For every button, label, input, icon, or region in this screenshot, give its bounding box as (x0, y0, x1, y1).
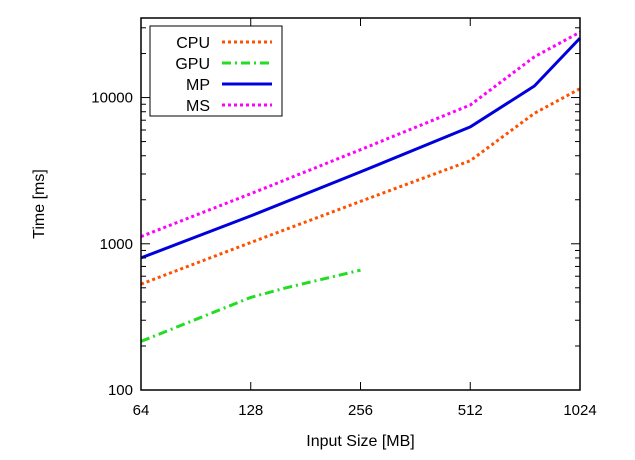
series-layer (140, 30, 582, 343)
legend-label-mp: MP (186, 77, 210, 94)
y-axis-label: Time [ms] (31, 169, 48, 239)
y-tick-label-100: 100 (108, 382, 133, 399)
legend-label-ms: MS (186, 98, 210, 115)
series-line-cpu (140, 87, 581, 286)
series-line-ms (140, 30, 581, 238)
series-line-mp (140, 37, 582, 260)
x-tick-label-1024: 1024 (563, 402, 596, 419)
series-line-gpu (140, 268, 361, 343)
y-tick-label-10000: 10000 (91, 90, 133, 107)
legend-label-gpu: GPU (175, 56, 210, 73)
legend: CPU GPU MP MS (149, 25, 283, 117)
y-tick-label-1000: 1000 (100, 236, 133, 253)
x-tick-label-128: 128 (238, 402, 263, 419)
legend-box (149, 25, 283, 117)
x-tick-label-256: 256 (348, 402, 373, 419)
x-tick-label-512: 512 (458, 402, 483, 419)
x-axis-label: Input Size [MB] (306, 433, 415, 450)
ticks-layer: 64 128 256 512 1024 100 1000 10000 (91, 18, 597, 419)
x-tick-label-64: 64 (133, 402, 150, 419)
legend-label-cpu: CPU (176, 35, 210, 52)
